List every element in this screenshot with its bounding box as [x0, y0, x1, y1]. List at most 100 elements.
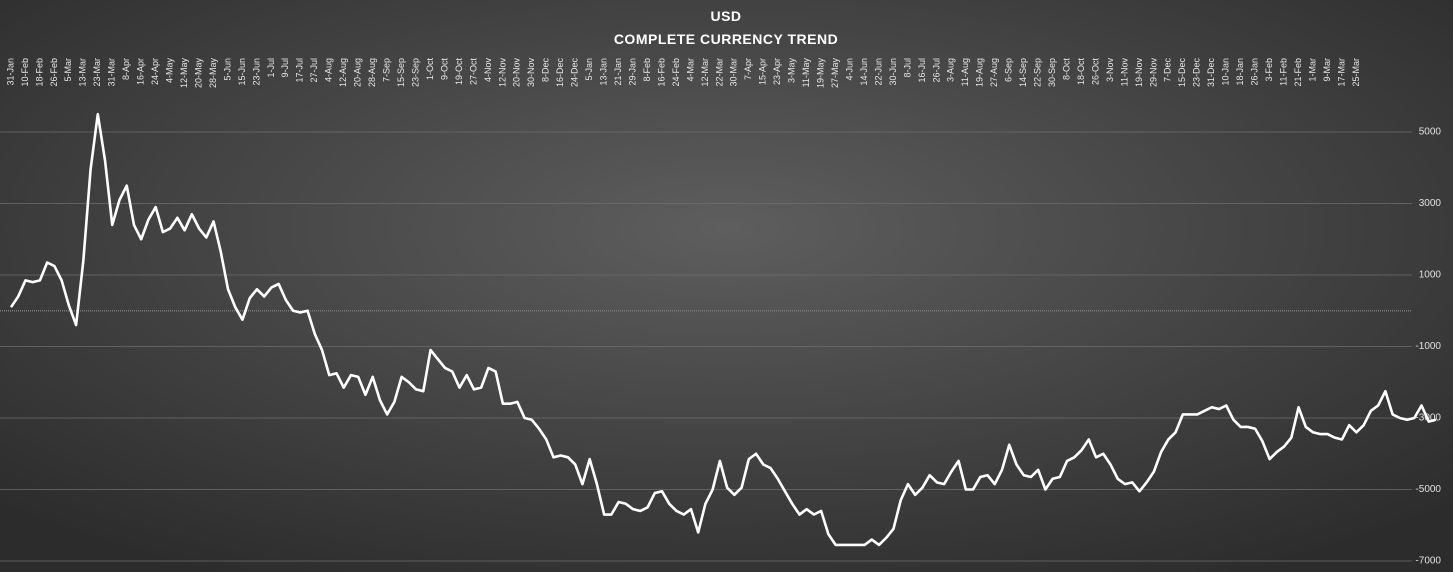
x-tick-label: 21-Jan [613, 58, 623, 86]
x-tick-label: 22-Jun [873, 58, 883, 86]
x-tick-label: 21-Feb [1293, 58, 1303, 87]
x-tick-label: 23-Jun [251, 58, 261, 86]
x-tick-label: 22-Sep [1033, 58, 1043, 87]
x-tick-label: 16-Jul [917, 58, 927, 83]
x-tick-label: 16-Feb [656, 58, 666, 87]
x-tick-label: 19-Oct [454, 58, 464, 86]
x-tick-label: 30-Nov [526, 58, 536, 88]
x-tick-label: 26-Jan [1250, 58, 1260, 86]
x-tick-label: 15-Dec [1177, 58, 1187, 88]
x-tick-label: 12-Mar [700, 58, 710, 87]
x-tick-label: 3-May [787, 58, 797, 84]
x-tick-label: 27-Aug [989, 58, 999, 87]
x-tick-label: 7-Apr [743, 58, 753, 80]
x-tick-label: 12-Aug [338, 58, 348, 87]
x-tick-label: 18-Feb [34, 58, 44, 87]
x-tick-label: 13-Mar [78, 58, 88, 87]
x-tick-label: 31-Jan [5, 58, 15, 86]
x-tick-label: 23-Dec [1192, 58, 1202, 88]
x-tick-label: 9-Jul [280, 58, 290, 78]
x-tick-label: 16-Dec [555, 58, 565, 88]
x-tick-label: 23-Sep [410, 58, 420, 87]
x-tick-label: 27-May [830, 58, 840, 89]
x-tick-label: 29-Nov [1148, 58, 1158, 88]
x-tick-label: 11-Feb [1278, 58, 1288, 86]
y-tick-label: -1000 [1415, 341, 1441, 352]
x-tick-label: 4-May [165, 58, 175, 84]
x-tick-label: 19-Aug [975, 58, 985, 87]
x-tick-label: 24-Dec [570, 58, 580, 88]
x-tick-label: 8-Jul [902, 58, 912, 78]
x-tick-label: 15-Sep [396, 58, 406, 87]
x-tick-label: 10-Jan [1221, 58, 1231, 86]
x-tick-label: 23-Mar [92, 58, 102, 87]
x-tick-label: 26-Feb [49, 58, 59, 87]
x-tick-label: 20-Aug [353, 58, 363, 87]
x-tick-label: 15-Jun [237, 58, 247, 86]
data-line [9, 112, 1437, 547]
x-tick-label: 31-Mar [107, 58, 117, 87]
x-tick-label: 19-May [816, 58, 826, 89]
x-tick-label: 16-Apr [136, 58, 146, 85]
x-tick-label: 29-Jan [627, 58, 637, 86]
x-tick-label: 8-Apr [121, 58, 131, 80]
x-tick-label: 20-May [193, 58, 203, 89]
x-tick-label: 9-Oct [439, 58, 449, 81]
x-tick-label: 28-May [208, 58, 218, 89]
x-tick-label: 5-Jan [584, 58, 594, 81]
y-tick-label: 1000 [1419, 270, 1442, 281]
x-tick-label: 19-Nov [1134, 58, 1144, 88]
x-tick-label: 27-Jul [309, 58, 319, 83]
x-tick-label: 7-Dec [1163, 58, 1173, 83]
x-tick-label: 3-Nov [1105, 58, 1115, 83]
x-tick-label: 14-Jun [859, 58, 869, 86]
x-tick-label: 23-Apr [772, 58, 782, 85]
x-tick-label: 15-Apr [758, 58, 768, 85]
y-tick-label: 5000 [1419, 127, 1442, 138]
x-tick-label: 27-Oct [468, 58, 478, 86]
x-tick-label: 8-Dec [541, 58, 551, 83]
x-tick-label: 30-Jun [888, 58, 898, 86]
x-tick-label: 17-Jul [295, 58, 305, 83]
x-tick-label: 10-Feb [20, 58, 30, 87]
x-tick-label: 4-Nov [483, 58, 493, 83]
x-tick-label: 1-Oct [425, 58, 435, 81]
x-tick-label: 18-Oct [1076, 58, 1086, 86]
x-tick-label: 6-Sep [1004, 58, 1014, 82]
x-tick-label: 9-Mar [1322, 58, 1332, 82]
x-tick-label: 8-Feb [642, 58, 652, 82]
x-tick-label: 5-Mar [63, 58, 73, 82]
x-tick-label: 13-Jan [599, 58, 609, 86]
x-tick-label: 3-Aug [946, 58, 956, 82]
x-tick-label: 24-Apr [150, 58, 160, 85]
x-tick-label: 25-Mar [1351, 58, 1361, 87]
x-tick-label: 1-Mar [1307, 58, 1317, 82]
y-tick-label: -7000 [1415, 556, 1441, 567]
x-tick-label: 14-Sep [1018, 58, 1028, 87]
x-tick-label: 11-May [801, 58, 811, 88]
x-tick-label: 28-Aug [367, 58, 377, 87]
x-tick-label: 3-Feb [1264, 58, 1274, 82]
x-tick-label: 20-Nov [512, 58, 522, 88]
x-tick-label: 31-Dec [1206, 58, 1216, 88]
x-tick-label: 4-Jun [844, 58, 854, 81]
x-tick-label: 18-Jan [1235, 58, 1245, 86]
chart-subtitle: COMPLETE CURRENCY TREND [614, 31, 838, 47]
x-tick-label: 8-Oct [1061, 58, 1071, 81]
x-tick-label: 7-Sep [382, 58, 392, 82]
x-tick-label: 4-Mar [685, 58, 695, 82]
chart-title: USD [710, 8, 741, 24]
x-tick-label: 5-Jun [222, 58, 232, 81]
x-tick-label: 12-Nov [497, 58, 507, 88]
x-tick-label: 24-Feb [671, 58, 681, 87]
y-tick-label: -5000 [1415, 484, 1441, 495]
x-tick-label: 30-Sep [1047, 58, 1057, 87]
x-tick-label: 26-Jul [931, 58, 941, 83]
x-tick-label: 4-Aug [324, 58, 334, 82]
x-tick-label: 22-Mar [714, 58, 724, 87]
x-tick-label: 30-Mar [729, 58, 739, 87]
x-tick-label: 12-May [179, 58, 189, 89]
x-tick-label: 11-Nov [1119, 58, 1129, 87]
